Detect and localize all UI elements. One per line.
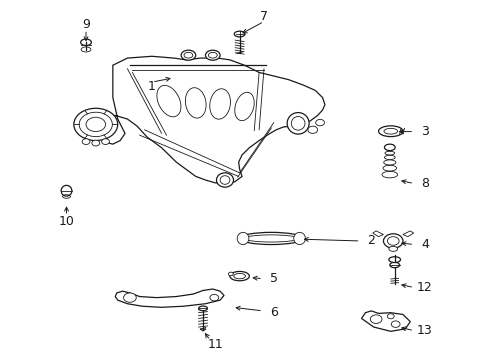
Text: 1: 1 <box>147 80 156 93</box>
Text: 10: 10 <box>59 215 74 228</box>
Ellipse shape <box>239 232 303 244</box>
Ellipse shape <box>216 173 233 187</box>
Text: 8: 8 <box>420 177 428 190</box>
Ellipse shape <box>209 89 230 119</box>
Polygon shape <box>115 289 224 307</box>
Ellipse shape <box>102 139 109 144</box>
Ellipse shape <box>181 50 195 60</box>
Ellipse shape <box>234 31 244 37</box>
Text: 7: 7 <box>260 10 267 23</box>
Ellipse shape <box>228 272 233 276</box>
Ellipse shape <box>74 108 118 140</box>
Ellipse shape <box>244 235 298 242</box>
Ellipse shape <box>205 50 220 60</box>
Text: 13: 13 <box>416 324 432 337</box>
Ellipse shape <box>388 257 400 262</box>
Ellipse shape <box>233 273 245 279</box>
Text: 3: 3 <box>420 125 428 138</box>
Text: 2: 2 <box>366 234 374 247</box>
Ellipse shape <box>384 144 394 150</box>
Ellipse shape <box>209 294 218 301</box>
Ellipse shape <box>229 271 249 281</box>
Ellipse shape <box>383 129 397 134</box>
Polygon shape <box>361 311 409 331</box>
Ellipse shape <box>381 171 397 178</box>
Ellipse shape <box>382 165 396 171</box>
Ellipse shape <box>198 306 207 311</box>
Text: 4: 4 <box>420 238 428 251</box>
Ellipse shape <box>383 234 402 248</box>
Text: 5: 5 <box>269 272 277 285</box>
Ellipse shape <box>61 185 72 196</box>
Text: 6: 6 <box>269 306 277 319</box>
Ellipse shape <box>307 126 317 134</box>
Ellipse shape <box>315 120 324 126</box>
Ellipse shape <box>388 246 397 251</box>
Ellipse shape <box>86 117 105 132</box>
Ellipse shape <box>123 293 136 302</box>
Ellipse shape <box>389 262 399 268</box>
Ellipse shape <box>82 139 90 144</box>
Ellipse shape <box>234 92 254 121</box>
Text: 11: 11 <box>207 338 223 351</box>
Ellipse shape <box>386 237 398 245</box>
Ellipse shape <box>183 52 192 58</box>
Ellipse shape <box>208 52 217 58</box>
Ellipse shape <box>369 315 381 323</box>
Polygon shape <box>96 56 325 184</box>
Ellipse shape <box>81 39 91 45</box>
Ellipse shape <box>378 126 402 136</box>
Text: 9: 9 <box>82 18 90 31</box>
Ellipse shape <box>220 176 229 184</box>
Ellipse shape <box>79 112 112 136</box>
Ellipse shape <box>291 117 305 130</box>
Polygon shape <box>402 231 413 237</box>
Ellipse shape <box>383 160 395 165</box>
Ellipse shape <box>293 232 305 244</box>
Polygon shape <box>372 231 383 237</box>
Ellipse shape <box>92 140 100 146</box>
Ellipse shape <box>157 85 181 117</box>
Ellipse shape <box>384 151 394 155</box>
Text: 12: 12 <box>416 281 432 294</box>
Ellipse shape <box>384 155 394 159</box>
Ellipse shape <box>386 314 393 319</box>
Ellipse shape <box>390 321 399 327</box>
Ellipse shape <box>286 113 308 134</box>
Ellipse shape <box>185 88 205 118</box>
Ellipse shape <box>237 232 248 244</box>
